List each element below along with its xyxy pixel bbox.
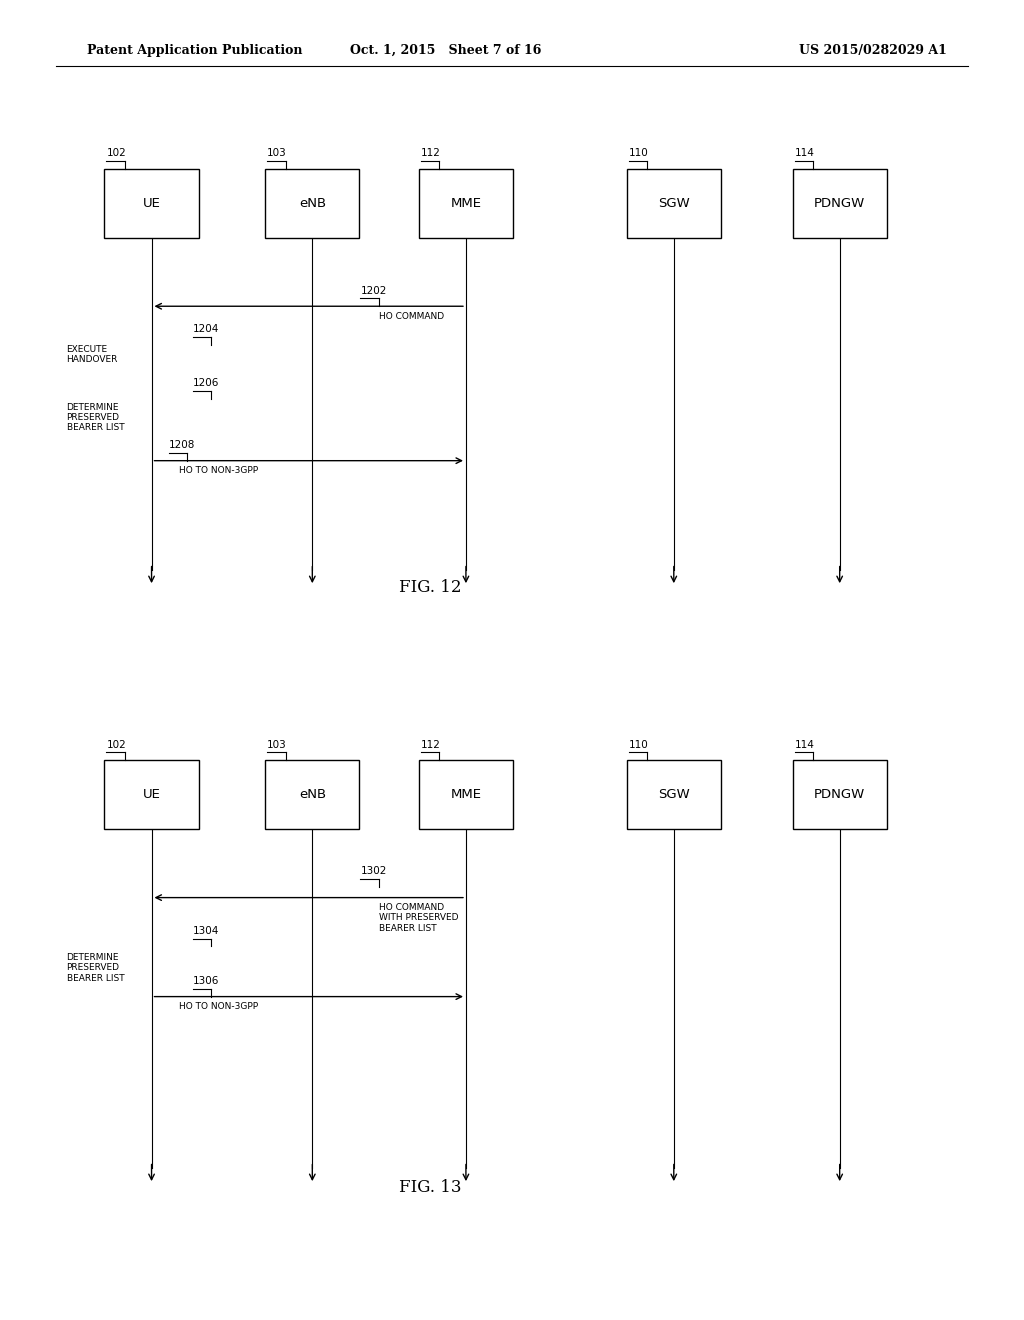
Text: Patent Application Publication: Patent Application Publication bbox=[87, 44, 302, 57]
Text: SGW: SGW bbox=[657, 197, 690, 210]
Text: 103: 103 bbox=[267, 148, 287, 158]
Text: HO TO NON-3GPP: HO TO NON-3GPP bbox=[179, 1002, 258, 1011]
Text: 102: 102 bbox=[106, 739, 126, 750]
Text: MME: MME bbox=[451, 788, 481, 801]
Text: HO COMMAND: HO COMMAND bbox=[379, 312, 444, 321]
Text: eNB: eNB bbox=[299, 788, 326, 801]
Text: 1306: 1306 bbox=[193, 975, 219, 986]
Bar bbox=[419, 169, 513, 238]
Text: 1304: 1304 bbox=[193, 925, 219, 936]
Text: 110: 110 bbox=[629, 148, 648, 158]
Text: SGW: SGW bbox=[657, 788, 690, 801]
Text: FIG. 13: FIG. 13 bbox=[398, 1180, 462, 1196]
Text: 114: 114 bbox=[795, 739, 814, 750]
Text: 1302: 1302 bbox=[360, 866, 387, 876]
Bar bbox=[265, 169, 359, 238]
Bar bbox=[104, 169, 199, 238]
Text: PDNGW: PDNGW bbox=[814, 197, 865, 210]
Bar bbox=[793, 169, 887, 238]
Bar bbox=[265, 760, 359, 829]
Text: 114: 114 bbox=[795, 148, 814, 158]
Bar bbox=[104, 760, 199, 829]
Text: UE: UE bbox=[142, 197, 161, 210]
Text: eNB: eNB bbox=[299, 197, 326, 210]
Text: DETERMINE
PRESERVED
BEARER LIST: DETERMINE PRESERVED BEARER LIST bbox=[67, 953, 124, 983]
Text: UE: UE bbox=[142, 788, 161, 801]
Bar bbox=[627, 760, 721, 829]
Text: 1204: 1204 bbox=[193, 323, 219, 334]
Text: FIG. 12: FIG. 12 bbox=[398, 579, 462, 595]
Bar bbox=[419, 760, 513, 829]
Text: 102: 102 bbox=[106, 148, 126, 158]
Text: Oct. 1, 2015   Sheet 7 of 16: Oct. 1, 2015 Sheet 7 of 16 bbox=[350, 44, 541, 57]
Text: 112: 112 bbox=[421, 148, 440, 158]
Text: DETERMINE
PRESERVED
BEARER LIST: DETERMINE PRESERVED BEARER LIST bbox=[67, 403, 124, 433]
Text: 103: 103 bbox=[267, 739, 287, 750]
Bar bbox=[793, 760, 887, 829]
Text: 110: 110 bbox=[629, 739, 648, 750]
Text: 112: 112 bbox=[421, 739, 440, 750]
Text: 1206: 1206 bbox=[193, 378, 219, 388]
Text: 1208: 1208 bbox=[169, 440, 196, 450]
Text: 1202: 1202 bbox=[360, 285, 387, 296]
Text: US 2015/0282029 A1: US 2015/0282029 A1 bbox=[799, 44, 946, 57]
Text: MME: MME bbox=[451, 197, 481, 210]
Bar bbox=[627, 169, 721, 238]
Text: HO COMMAND
WITH PRESERVED
BEARER LIST: HO COMMAND WITH PRESERVED BEARER LIST bbox=[379, 903, 459, 933]
Text: EXECUTE
HANDOVER: EXECUTE HANDOVER bbox=[67, 345, 118, 364]
Text: HO TO NON-3GPP: HO TO NON-3GPP bbox=[179, 466, 258, 475]
Text: PDNGW: PDNGW bbox=[814, 788, 865, 801]
